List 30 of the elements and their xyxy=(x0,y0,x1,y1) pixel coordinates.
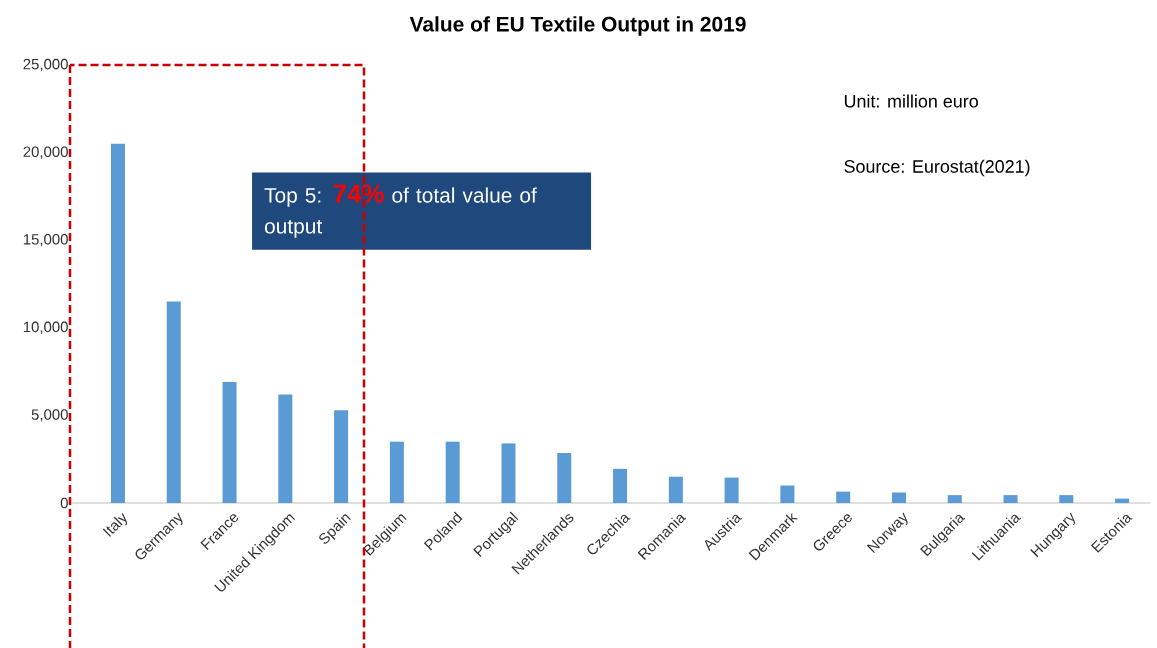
bar xyxy=(780,485,795,503)
annotation: Source: Eurostat(2021) xyxy=(844,159,1030,177)
bar xyxy=(891,492,906,503)
bar xyxy=(1003,495,1018,503)
bar xyxy=(166,301,181,503)
annotation: Unit: million euro xyxy=(844,94,978,108)
bar xyxy=(389,441,404,503)
bar xyxy=(501,443,516,503)
bar xyxy=(668,476,683,503)
bar xyxy=(836,491,851,503)
bar xyxy=(1059,495,1074,503)
bar xyxy=(557,453,572,503)
chart-title: Value of EU Textile Output in 2019 xyxy=(409,16,746,36)
y-tick-label: 25,000 xyxy=(23,58,68,72)
bar xyxy=(947,495,962,503)
text: Top 5: 74% of total value of output xyxy=(264,184,537,238)
y-tick-label: 5,000 xyxy=(31,409,68,422)
bar xyxy=(278,394,293,503)
y-tick-label: 0 xyxy=(60,497,68,509)
bar xyxy=(724,477,739,503)
bar xyxy=(110,143,125,503)
bar xyxy=(613,468,628,503)
y-tick-label: 20,000 xyxy=(23,146,68,159)
bar xyxy=(334,410,349,503)
y-tick-label: 15,000 xyxy=(23,234,68,247)
bar xyxy=(222,382,237,503)
bar xyxy=(445,441,460,503)
x-tick-label: Italy xyxy=(102,512,128,537)
bar xyxy=(1115,498,1130,503)
y-tick-label: 10,000 xyxy=(23,321,68,334)
